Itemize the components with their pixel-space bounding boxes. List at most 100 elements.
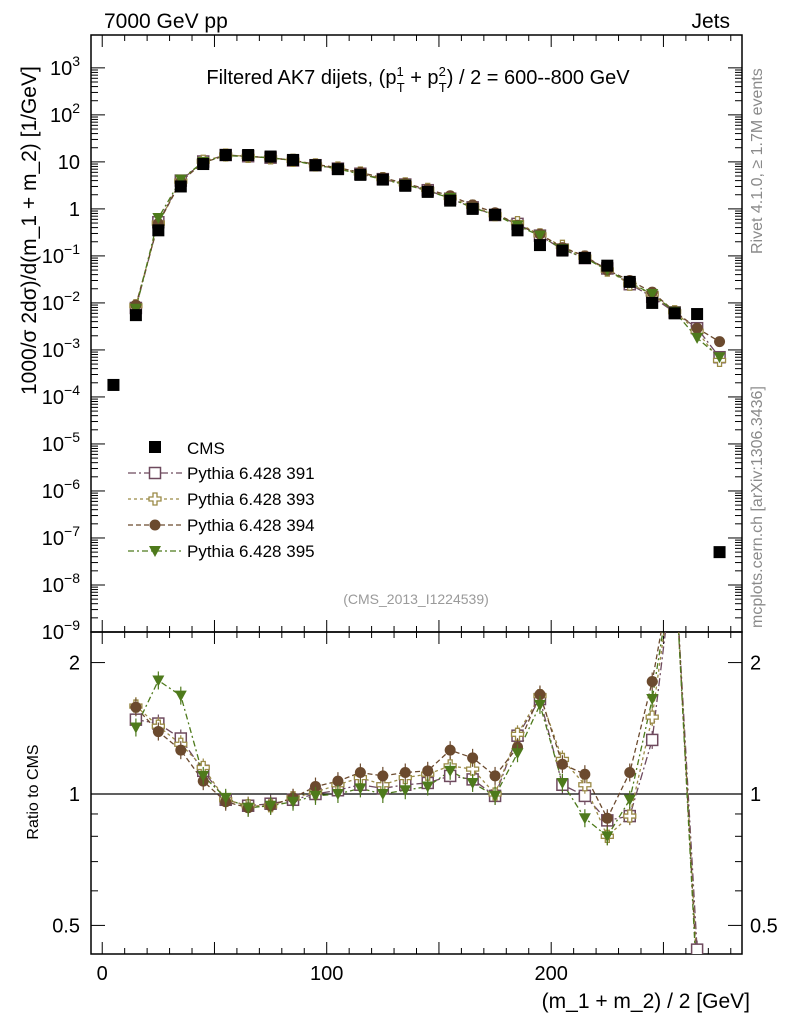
legend-label-2: Pythia 6.428 393 [187, 490, 315, 509]
main-y-tick-labels: 10310210110−110−210−310−410−510−610−710−… [42, 53, 80, 644]
ratio-point-3 [467, 752, 479, 764]
ratio-point-4 [197, 770, 210, 782]
cms-data-point [511, 224, 524, 237]
header-jets-label: Jets [691, 10, 730, 33]
cms-data-point [556, 244, 569, 257]
legend-label-3: Pythia 6.428 394 [187, 516, 315, 535]
ratio-point-3 [377, 770, 389, 782]
ratio-point-3 [534, 689, 546, 701]
ratio-point-4 [601, 831, 614, 843]
main-x-axis-ticks [101, 35, 732, 632]
ratio-point-3 [354, 767, 366, 779]
ratio-point-3 [175, 744, 187, 756]
ratio-point-3 [646, 676, 658, 688]
ratio-point-4 [174, 690, 187, 702]
y-tick-label: 10−6 [42, 476, 80, 503]
cms-data-point [444, 194, 457, 207]
y-tick-label: 10−3 [42, 335, 80, 362]
y-tick-label: 10−5 [42, 429, 80, 456]
ratio-point-3 [309, 781, 321, 793]
ratio-plot-frame [90, 631, 743, 955]
ratio-point-2 [623, 809, 637, 823]
y-tick-label: 10−9 [42, 617, 80, 644]
cms-data-point [691, 308, 704, 321]
legend-label-1: Pythia 6.428 391 [187, 464, 315, 483]
header-collision-label: 7000 GeV pp [104, 10, 228, 33]
ratio-line-1 [135, 632, 698, 950]
legend-marker-1 [148, 466, 162, 480]
cms-data-point [489, 208, 502, 221]
series-3-point [691, 322, 703, 334]
x-axis-label: (m_1 + m_2) / 2 [GeV] [542, 990, 750, 1013]
ratio-point-4 [511, 748, 524, 760]
cms-data-point [264, 150, 277, 163]
cms-data-point [601, 259, 614, 272]
ratio-point-2 [645, 710, 659, 724]
cms-data-point [309, 159, 322, 172]
mcplots-reference-label: mcplots.cern.ch [arXiv:1306.3436] [749, 386, 766, 628]
main-series-layer [129, 148, 727, 368]
cms-data-point [152, 224, 165, 237]
ratio-line-2 [135, 632, 698, 954]
y-tick-label: 10 [58, 152, 80, 174]
series-4-point [533, 230, 546, 242]
ratio-point-4 [287, 796, 300, 808]
ratio-point-4 [399, 785, 412, 797]
ratio-y-tick-label-right: 1 [750, 784, 761, 806]
series-4-point [152, 213, 165, 225]
y-tick-label: 10−4 [42, 382, 80, 409]
main-y-axis-label: 1000/σ 2dσ)/d(m_1 + m_2) [1/GeV] [18, 66, 41, 395]
cms-data-point [174, 180, 187, 193]
cms-data-point [399, 179, 412, 192]
y-tick-label: 102 [50, 100, 80, 127]
cms-data-point [466, 202, 479, 215]
cms-data-point [623, 275, 636, 288]
ratio-point-3 [152, 726, 164, 738]
ratio-point-3 [332, 775, 344, 787]
ratio-y-tick-label-right: 2 [750, 653, 761, 675]
ratio-point-2 [465, 762, 480, 776]
legend-label-4: Pythia 6.428 395 [187, 542, 315, 561]
cms-data-point [578, 252, 591, 265]
ratio-y-axis-label: Ratio to CMS [25, 744, 42, 839]
ratio-point-4 [264, 800, 277, 812]
ratio-point-3 [399, 767, 411, 779]
rivet-version-label: Rivet 4.1.0, ≥ 1.7M events [749, 68, 766, 254]
ratio-point-4 [219, 792, 232, 804]
legend-marker-4 [149, 546, 161, 557]
ratio-point-4 [309, 790, 322, 802]
cms-data-layer [107, 149, 726, 559]
cms-data-point [376, 173, 389, 186]
cms-data-point [354, 168, 367, 181]
ratio-plot-panel: 0 100 200 0.5 0.5 1 1 2 2 Ratio to CMS (m_1 + m_… [25, 631, 778, 1013]
cms-data-point [646, 296, 659, 309]
legend: CMS Pythia 6.428 391 Pythia 6.428 393 Pythi… [128, 439, 315, 561]
ratio-point-4 [466, 777, 479, 789]
cms-data-point [197, 158, 210, 171]
ratio-point-3 [556, 758, 568, 770]
ratio-point-2 [510, 727, 525, 741]
x-tick-label: 200 [535, 963, 568, 985]
ratio-point-4 [152, 675, 165, 687]
cms-data-point [533, 239, 546, 252]
cms-data-point [242, 149, 255, 162]
series-4-point [713, 352, 726, 364]
ratio-line-3 [135, 632, 697, 954]
ratio-point-3 [624, 767, 636, 779]
x-tick-label: 100 [310, 963, 343, 985]
ratio-y-tick-label: 0.5 [52, 915, 80, 937]
ratio-point-1 [690, 943, 704, 954]
y-tick-label: 10−2 [42, 288, 80, 315]
y-tick-label: 10−7 [42, 523, 80, 550]
ratio-point-4 [129, 722, 142, 734]
series-4-point [174, 174, 187, 186]
series-4-point [646, 288, 659, 300]
ratio-axis-ticks: 0 100 200 0.5 0.5 1 1 2 2 [52, 632, 778, 985]
ratio-point-1 [645, 733, 659, 747]
cms-data-point [287, 153, 300, 166]
ratio-series-layer [129, 632, 704, 954]
ratio-point-4 [376, 788, 389, 800]
ratio-point-4 [646, 694, 659, 706]
ratio-point-4 [444, 765, 457, 777]
